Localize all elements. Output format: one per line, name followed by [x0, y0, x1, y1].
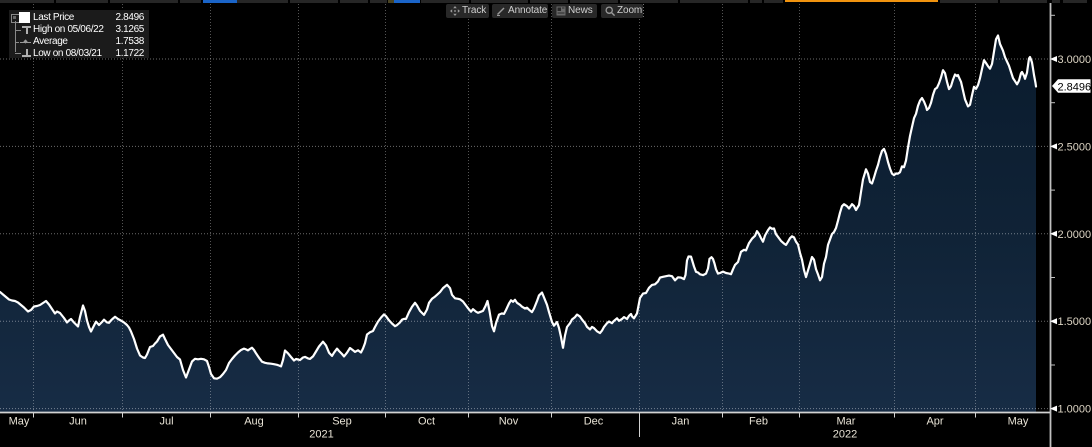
- svg-text:1.5000: 1.5000: [1058, 316, 1092, 328]
- svg-text:2022: 2022: [833, 429, 857, 441]
- svg-text:Sep: Sep: [332, 416, 352, 428]
- svg-text:2.5000: 2.5000: [1058, 141, 1092, 153]
- svg-text:Feb: Feb: [749, 416, 768, 428]
- svg-text:Dec: Dec: [584, 416, 604, 428]
- svg-text:Aug: Aug: [244, 416, 264, 428]
- svg-text:Jul: Jul: [159, 416, 173, 428]
- svg-text:Oct: Oct: [418, 416, 435, 428]
- svg-text:May: May: [1008, 416, 1029, 428]
- svg-text:2.0000: 2.0000: [1058, 229, 1092, 241]
- svg-text:Apr: Apr: [926, 416, 943, 428]
- svg-text:3.0000: 3.0000: [1058, 54, 1092, 66]
- svg-text:Nov: Nov: [499, 416, 519, 428]
- svg-text:Jun: Jun: [69, 416, 87, 428]
- svg-text:May: May: [9, 416, 30, 428]
- svg-text:Mar: Mar: [837, 416, 856, 428]
- svg-text:2021: 2021: [309, 429, 333, 441]
- svg-text:1.0000: 1.0000: [1058, 404, 1092, 416]
- svg-text:2.8496: 2.8496: [1058, 82, 1092, 94]
- svg-text:Jan: Jan: [672, 416, 690, 428]
